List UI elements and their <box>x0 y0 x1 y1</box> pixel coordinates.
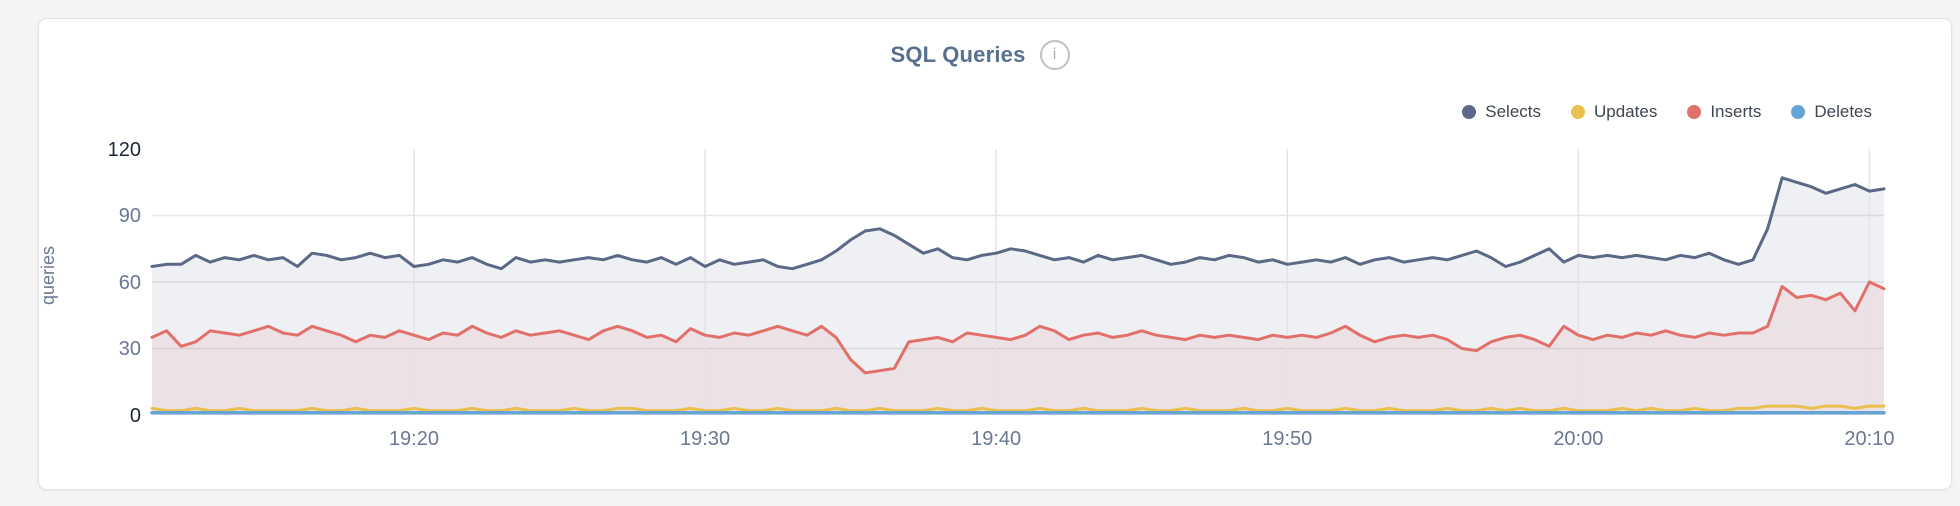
legend-item-inserts[interactable]: Inserts <box>1687 102 1761 122</box>
x-tick: 19:30 <box>680 428 731 450</box>
chart-legend: Selects Updates Inserts Deletes <box>1462 102 1872 122</box>
x-tick: 19:20 <box>388 428 439 450</box>
y-tick-0: 0 <box>129 405 141 427</box>
selects-area <box>152 177 1884 415</box>
inserts-dot-icon <box>1687 105 1702 119</box>
selects-line <box>150 176 1886 271</box>
page-title: SQL Queries <box>890 42 1026 67</box>
x-tick: 19:40 <box>971 428 1022 450</box>
legend-label: Updates <box>1594 102 1658 121</box>
legend-item-updates[interactable]: Updates <box>1571 102 1657 122</box>
legend-label: Selects <box>1485 102 1541 121</box>
legend-label: Inserts <box>1710 102 1762 121</box>
legend-item-deletes[interactable]: Deletes <box>1791 102 1872 122</box>
updates-dot-icon <box>1571 105 1585 119</box>
y-tick-60: 60 <box>118 272 141 294</box>
area-chart-plot[interactable] <box>150 149 1886 415</box>
y-tick-30: 30 <box>118 338 141 360</box>
y-tick-120: 120 <box>107 139 141 161</box>
info-icon[interactable]: i <box>1039 40 1070 70</box>
x-tick: 19:50 <box>1262 428 1313 450</box>
x-tick: 20:10 <box>1844 428 1895 450</box>
inserts-area <box>152 282 1884 415</box>
selects-dot-icon <box>1462 105 1477 119</box>
legend-item-selects[interactable]: Selects <box>1462 102 1541 122</box>
updates-line <box>150 404 1886 413</box>
y-tick-90: 90 <box>118 205 141 227</box>
chart-header: SQL Queries i <box>0 40 1960 70</box>
inserts-line <box>150 280 1886 375</box>
legend-label: Deletes <box>1814 102 1872 121</box>
deletes-dot-icon <box>1791 105 1806 119</box>
x-tick: 20:00 <box>1553 428 1604 450</box>
